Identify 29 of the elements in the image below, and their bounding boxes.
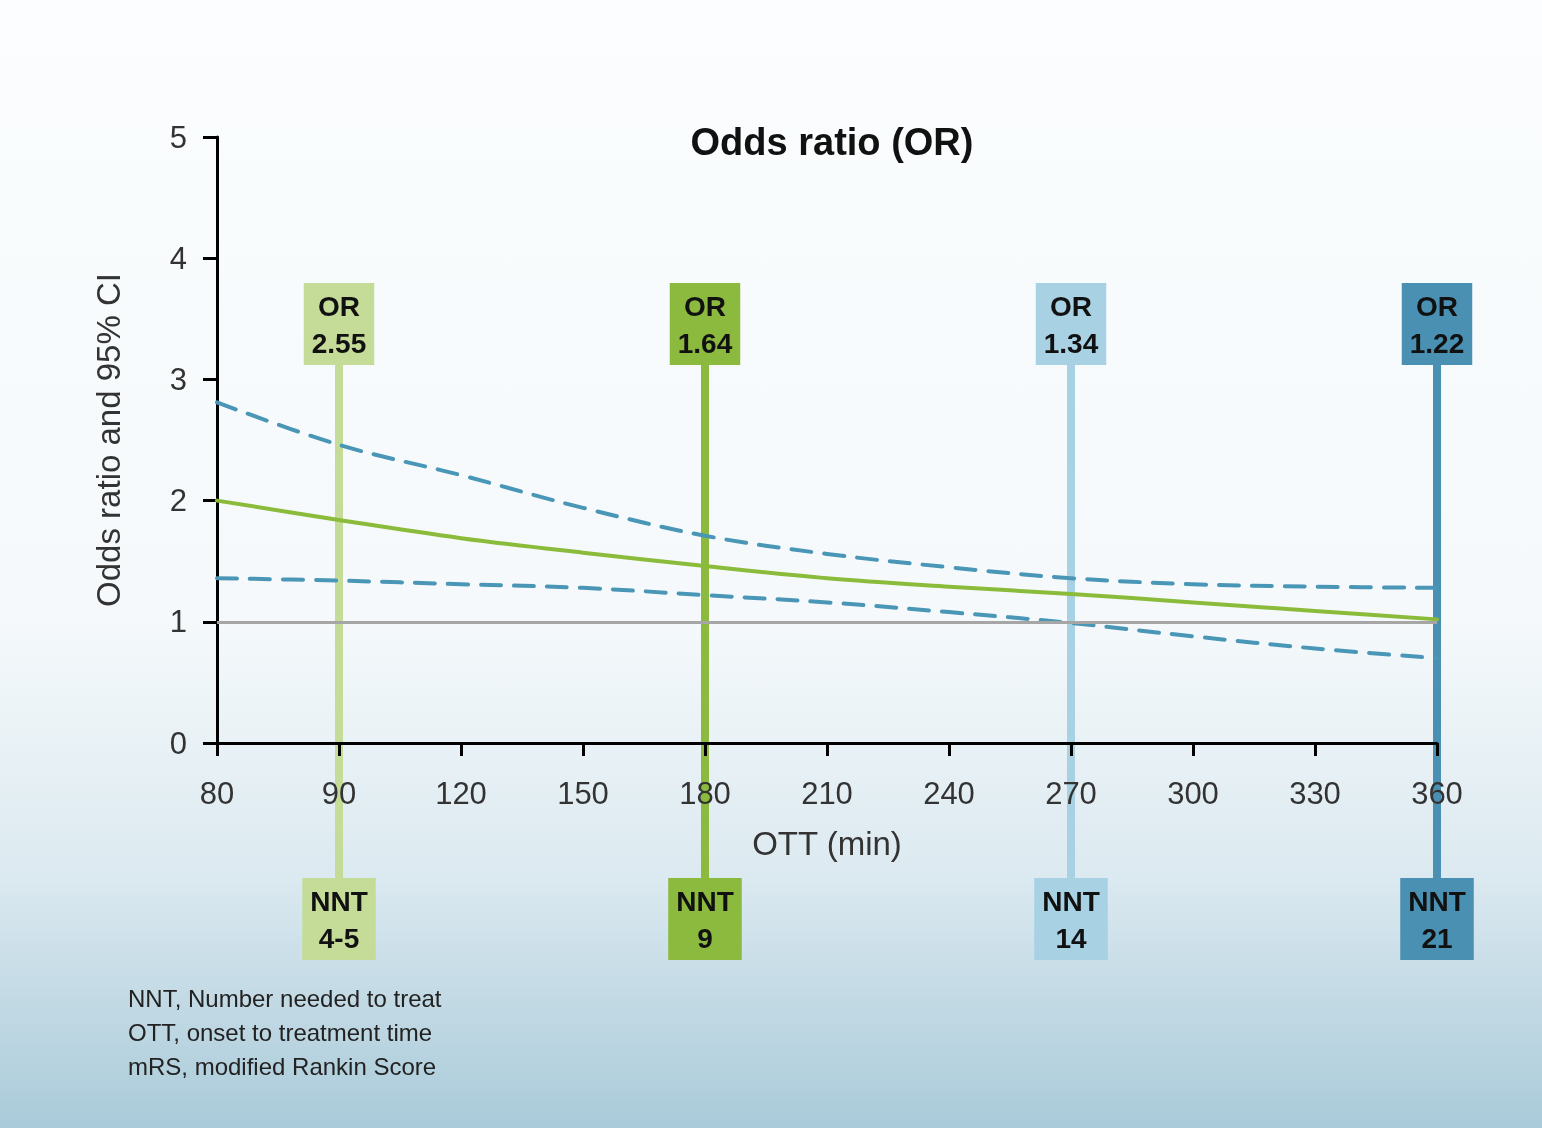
ref-line-label: OR 1.22 xyxy=(1409,291,1465,359)
chart-title: Odds ratio (OR) xyxy=(690,121,974,163)
y-tick-label: 0 xyxy=(169,725,187,761)
text: NNT, Number needed to treat xyxy=(128,984,442,1012)
annotation: NNT 14 xyxy=(1042,886,1100,954)
ref-line-label: OR 1.64 xyxy=(677,291,733,359)
x-tick-label: 210 xyxy=(801,776,853,811)
text: mRS, modified Rankin Score xyxy=(128,1052,437,1080)
y-tick-label: 4 xyxy=(169,240,187,276)
y-tick-label: 5 xyxy=(169,119,187,155)
ref-line-label: OR 1.34 xyxy=(1043,291,1099,359)
y-tick-label: 3 xyxy=(169,361,187,397)
y-tick-label: 2 xyxy=(169,483,187,519)
x-tick-label: 150 xyxy=(557,776,609,811)
annotation: NNT 21 xyxy=(1408,886,1466,954)
x-tick-label: 300 xyxy=(1167,776,1219,811)
x-axis-title: OTT (min) xyxy=(752,825,902,862)
x-tick-label: 80 xyxy=(199,776,235,811)
text: OTT, onset to treatment time xyxy=(128,1018,433,1046)
x-tick-label: 270 xyxy=(1045,776,1097,811)
ref-line-label: OR 2.55 xyxy=(311,291,367,359)
y-tick-label: 1 xyxy=(169,604,187,640)
x-tick-label: 120 xyxy=(435,776,487,811)
y-axis-title: Odds ratio and 95% CI xyxy=(90,273,127,607)
x-tick-label: 240 xyxy=(923,776,975,811)
x-tick-label: 90 xyxy=(321,776,357,811)
annotation: NNT 9 xyxy=(676,886,734,954)
annotation: NNT 4-5 xyxy=(310,886,368,954)
x-tick-label: 330 xyxy=(1289,776,1341,811)
